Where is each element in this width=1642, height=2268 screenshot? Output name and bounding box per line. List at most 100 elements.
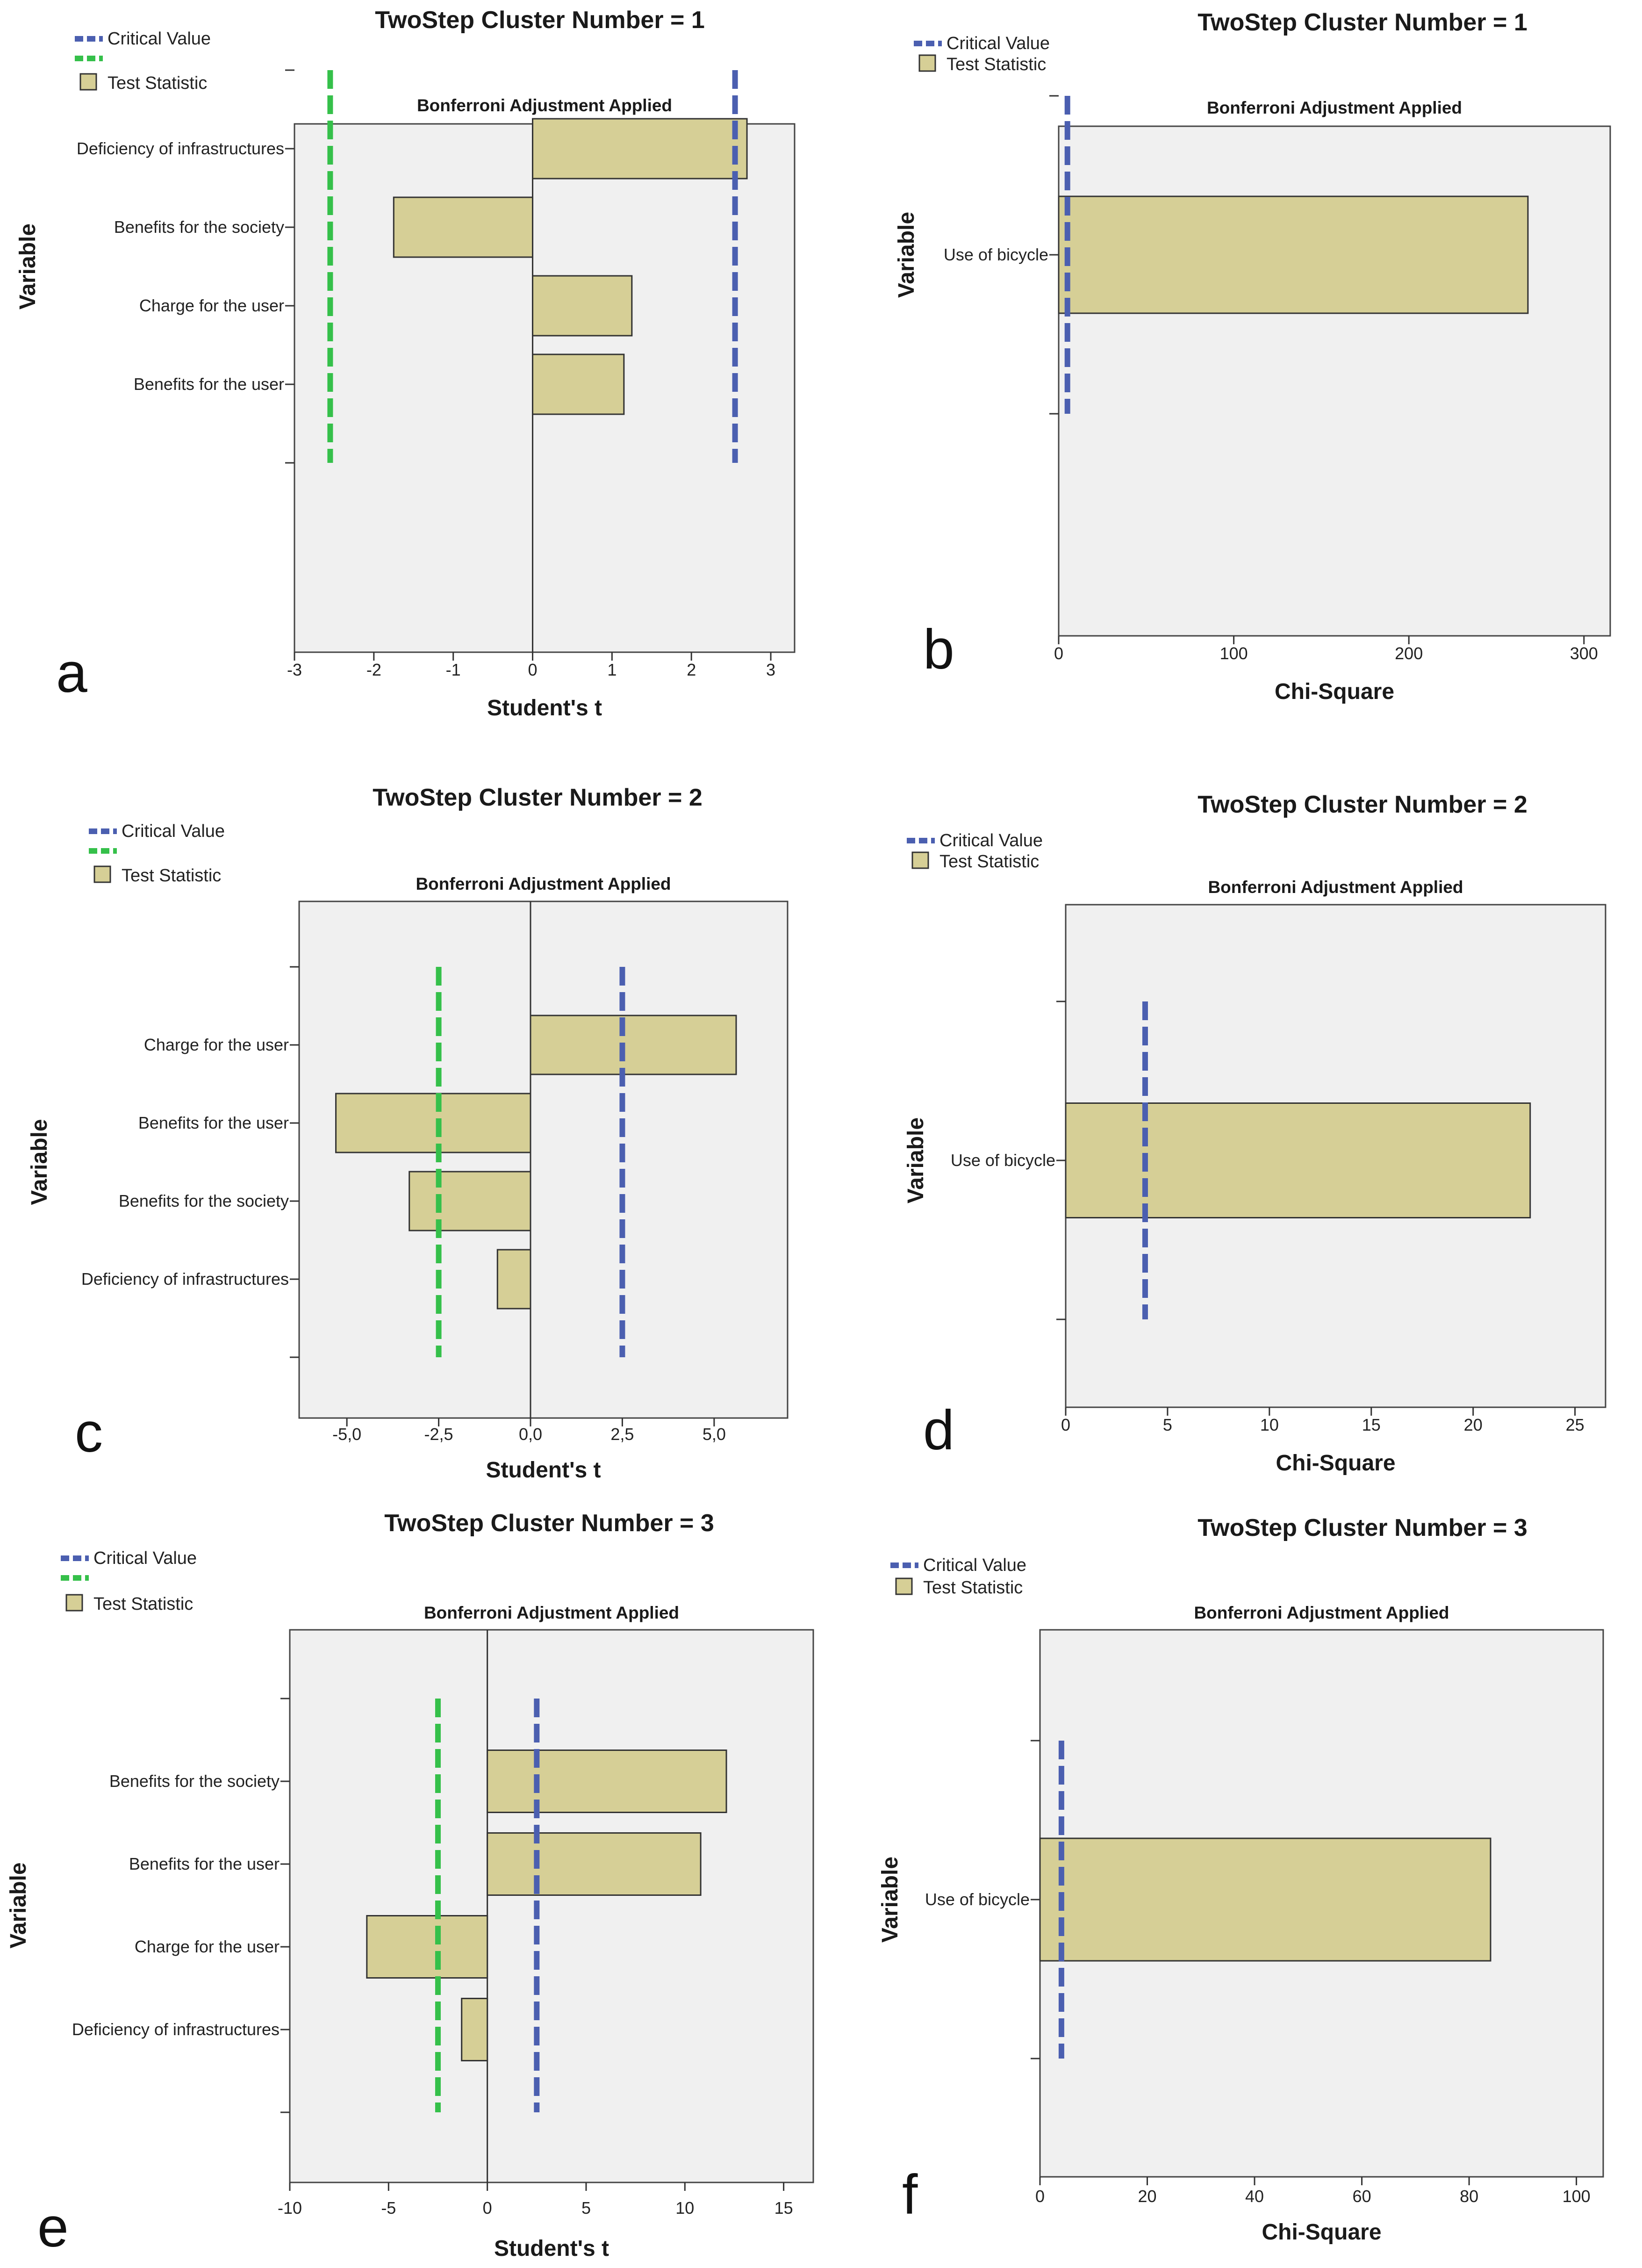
x-axis-title: Student's t [494,2236,609,2261]
y-axis-title: Variable [6,1862,31,1948]
chart-panel-a: TwoStep Cluster Number = 1 Bonferroni Adj… [15,7,796,720]
y-tick-label: Use of bicycle [951,1151,1055,1170]
x-tick-label: 0,0 [519,1425,542,1444]
y-axis-title: Variable [878,1857,903,1943]
x-tick-label: 100 [1220,644,1248,663]
chart-title: TwoStep Cluster Number = 3 [1197,1514,1527,1541]
x-tick-label: -1 [446,660,461,679]
panel-letter: e [37,2196,69,2259]
legend-test-statistic-label: Test Statistic [939,852,1039,871]
bar [1058,195,1529,314]
y-tick-label: Benefits for the user [129,1854,280,1873]
bar [1065,1102,1531,1218]
y-tick-label: Charge for the user [135,1937,280,1956]
legend: Critical Value Test Statistic [890,1555,1026,1598]
x-tick-label: -5,0 [332,1425,361,1444]
chart-title: TwoStep Cluster Number = 1 [1197,9,1527,36]
legend-test-statistic-swatch [65,1594,83,1612]
y-tick-label: Deficiency of infrastructures [77,139,284,158]
chart-title: TwoStep Cluster Number = 2 [373,784,703,811]
x-axis-title: Chi-Square [1262,2220,1381,2245]
x-tick-label: 200 [1395,644,1423,663]
x-tick-label: 20 [1464,1415,1483,1434]
bar [496,1249,531,1310]
x-tick-label: 0 [528,660,538,679]
y-tick-label: Benefits for the society [119,1191,289,1210]
chart-subtitle: Bonferroni Adjustment Applied [416,874,671,893]
y-axis-title: Variable [27,1119,52,1205]
x-tick-label: 80 [1460,2187,1478,2206]
chart-subtitle: Bonferroni Adjustment Applied [1194,1603,1449,1622]
legend-test-statistic-swatch [895,1577,913,1595]
bar [532,353,625,415]
y-tick-label: Benefits for the society [109,1771,280,1791]
y-tick-label: Benefits for the society [114,217,284,237]
x-tick-label: 0 [1054,644,1063,663]
y-tick-label: Deficiency of infrastructures [81,1269,289,1289]
chart-panel-b: TwoStep Cluster Number = 1 Bonferroni Adj… [894,9,1611,704]
x-tick-label: 20 [1138,2187,1157,2206]
legend-test-statistic-swatch [93,865,111,883]
x-tick-label: -5 [381,2198,396,2218]
legend-critical-label: Critical Value [939,831,1043,850]
legend: Critical Value Test Statistic [89,821,225,886]
legend-test-statistic-swatch [911,851,929,869]
y-tick-label: Charge for the user [139,296,284,315]
x-tick-label: 1 [607,660,617,679]
legend-test-statistic-swatch [918,54,936,72]
bar [532,118,748,180]
chart-subtitle: Bonferroni Adjustment Applied [424,1603,679,1622]
y-tick-label: Benefits for the user [138,1113,289,1132]
legend-test-statistic-label: Test Statistic [946,55,1046,74]
chart-title: TwoStep Cluster Number = 2 [1197,791,1527,818]
plot-area [298,900,789,1419]
plot-area [289,1629,814,2183]
x-tick-label: 5 [1163,1415,1172,1434]
x-tick-label: 5,0 [703,1425,726,1444]
x-tick-label: 3 [766,660,775,679]
y-tick-label: Benefits for the user [134,374,284,394]
legend: Critical Value Test Statistic [914,34,1050,74]
x-tick-label: 2 [687,660,696,679]
chart-subtitle: Bonferroni Adjustment Applied [417,96,672,115]
chart-panel-f: TwoStep Cluster Number = 3 Bonferroni Adj… [878,1514,1604,2245]
x-tick-label: -10 [278,2198,302,2218]
legend: Critical Value Test Statistic [75,29,211,93]
chart-panel-e: TwoStep Cluster Number = 3 Bonferroni Adj… [6,1510,814,2261]
legend-test-statistic-label: Test Statistic [122,866,221,886]
legend-critical-label: Critical Value [108,29,211,49]
chart-subtitle: Bonferroni Adjustment Applied [1208,878,1463,897]
y-axis-title: Variable [15,223,40,310]
legend-test-statistic-label: Test Statistic [108,73,207,93]
bar [1039,1837,1491,1962]
panel-letter: d [923,1399,954,1462]
x-tick-label: -3 [287,660,302,679]
y-tick-label: Use of bicycle [944,245,1048,264]
legend-critical-label: Critical Value [93,1548,197,1568]
bar [487,1750,727,1813]
legend-test-statistic-label: Test Statistic [93,1594,193,1614]
x-tick-label: 10 [1260,1415,1279,1434]
legend-critical-label: Critical Value [946,34,1050,53]
x-tick-label: 10 [675,2198,694,2218]
x-axis-title: Chi-Square [1275,679,1394,704]
x-tick-label: -2 [366,660,381,679]
x-tick-label: 0 [483,2198,492,2218]
x-tick-label: 0 [1035,2187,1045,2206]
x-tick-label: 300 [1570,644,1598,663]
legend-test-statistic-label: Test Statistic [923,1578,1023,1598]
bar [530,1015,737,1075]
y-tick-label: Use of bicycle [925,1890,1030,1909]
chart-panel-c: TwoStep Cluster Number = 2 Bonferroni Adj… [27,784,789,1483]
x-tick-label: 40 [1245,2187,1264,2206]
x-axis-title: Student's t [487,696,602,720]
chart-subtitle: Bonferroni Adjustment Applied [1207,98,1462,117]
x-tick-label: 15 [774,2198,793,2218]
bar [461,1998,488,2061]
x-tick-label: 25 [1566,1415,1585,1434]
chart-panel-d: TwoStep Cluster Number = 2 Bonferroni Adj… [903,791,1606,1476]
panel-letter: a [56,641,87,704]
legend-critical-label: Critical Value [122,821,225,841]
panel-letter: c [75,1401,103,1464]
